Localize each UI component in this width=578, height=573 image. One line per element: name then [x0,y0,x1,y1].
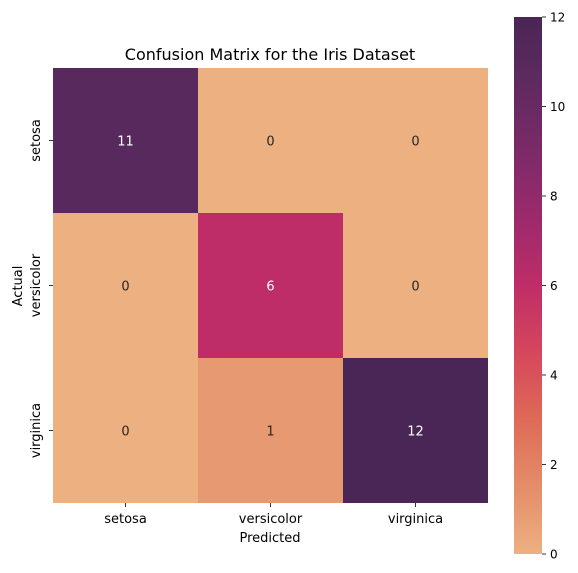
colorbar-tick-label-0: 0 [550,548,558,562]
cell-value-versicolor-setosa: 0 [121,280,129,295]
heatmap-cell-versicolor-versicolor [198,213,343,358]
colorbar: 0 2 4 6 8 10 12 [514,11,565,562]
colorbar-tick-label-4: 4 [550,369,558,383]
heatmap-cell-virginica-versicolor [198,358,343,503]
x-axis-label: Predicted [239,531,300,546]
colorbar-tick-label-10: 10 [550,100,565,114]
heatmap-cell-setosa-virginica [343,68,488,213]
y-tick-label-versicolor: versicolor [29,253,44,317]
colorbar-tick-label-6: 6 [550,279,558,293]
x-tick-label-setosa: setosa [104,512,147,527]
heatmap-cell-virginica-virginica [343,358,488,503]
x-tick-labels: setosa versicolor virginica [104,503,443,527]
cell-value-setosa-setosa: 11 [117,135,134,150]
colorbar-gradient [514,17,542,554]
cell-value-setosa-virginica: 0 [411,135,419,150]
y-tick-labels: setosa versicolor virginica [29,119,53,458]
heatmap-cell-virginica-setosa [53,358,198,503]
heatmap-cells: 11 0 0 0 6 0 0 1 12 [53,68,488,503]
colorbar-tick-label-12: 12 [550,11,565,25]
x-tick-label-virginica: virginica [388,512,443,527]
x-tick-label-versicolor: versicolor [239,512,303,527]
cell-value-virginica-virginica: 12 [407,425,424,440]
colorbar-tick-label-8: 8 [550,190,558,204]
heatmap-cell-versicolor-setosa [53,213,198,358]
heatmap-cell-versicolor-virginica [343,213,488,358]
y-axis-label: Actual [11,266,26,307]
heatmap-cell-setosa-versicolor [198,68,343,213]
cell-value-versicolor-versicolor: 6 [266,280,274,295]
colorbar-tick-label-2: 2 [550,458,558,472]
cell-value-virginica-versicolor: 1 [266,425,274,440]
y-tick-label-virginica: virginica [29,403,44,458]
chart-title: Confusion Matrix for the Iris Dataset [125,45,415,64]
cell-value-setosa-versicolor: 0 [266,135,274,150]
cell-value-virginica-setosa: 0 [121,425,129,440]
cell-value-versicolor-virginica: 0 [411,280,419,295]
heatmap-cell-setosa-setosa [53,68,198,213]
y-tick-label-setosa: setosa [29,119,44,162]
